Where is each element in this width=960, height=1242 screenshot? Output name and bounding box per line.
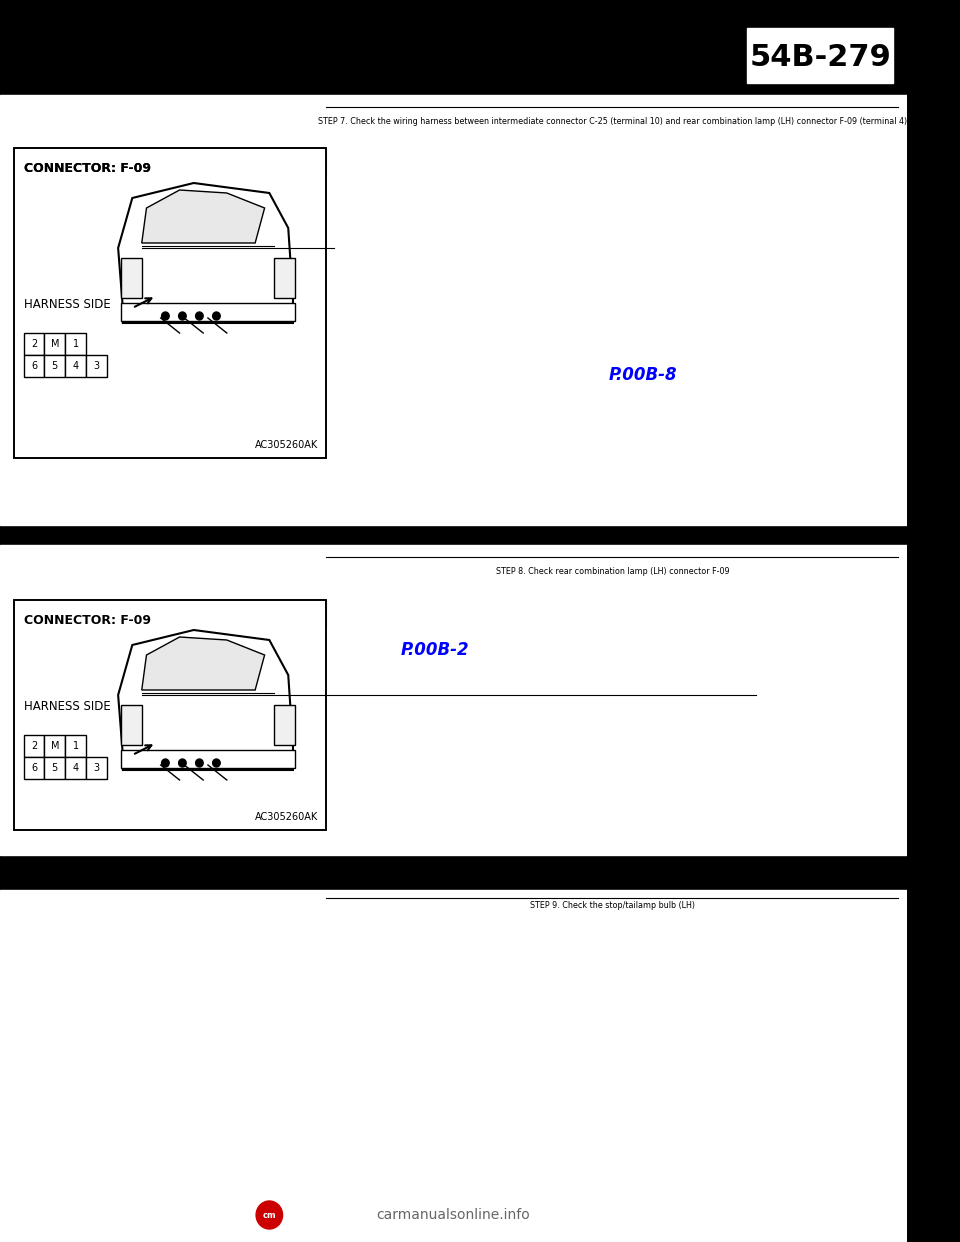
Text: HARNESS SIDE: HARNESS SIDE <box>24 700 110 713</box>
Bar <box>121 750 295 768</box>
Text: STEP 7. Check the wiring harness between intermediate connector C-25 (terminal 1: STEP 7. Check the wiring harness between… <box>318 117 907 125</box>
Bar <box>14 600 326 830</box>
Bar <box>65 333 86 355</box>
Bar <box>274 705 295 745</box>
Bar <box>0 1185 907 1242</box>
Text: CONNECTOR: F-09: CONNECTOR: F-09 <box>24 161 151 175</box>
Bar <box>14 148 326 174</box>
Bar <box>86 355 107 378</box>
Circle shape <box>212 759 220 768</box>
Circle shape <box>179 759 186 768</box>
Bar <box>65 758 86 779</box>
Bar <box>121 303 295 320</box>
Bar <box>24 758 44 779</box>
Circle shape <box>196 312 204 320</box>
Bar <box>44 333 65 355</box>
Bar <box>44 735 65 758</box>
Bar <box>0 912 907 1242</box>
Bar <box>65 735 86 758</box>
Text: 1: 1 <box>73 741 79 751</box>
Text: CONNECTOR: F-09: CONNECTOR: F-09 <box>24 614 151 627</box>
Text: 3: 3 <box>93 763 100 773</box>
Text: M: M <box>51 741 60 751</box>
Bar <box>24 355 44 378</box>
Text: 4: 4 <box>73 763 79 773</box>
Bar <box>44 355 65 378</box>
Bar <box>747 29 893 83</box>
Text: HARNESS SIDE: HARNESS SIDE <box>24 298 110 310</box>
Bar <box>0 585 907 854</box>
Bar <box>44 758 65 779</box>
Circle shape <box>161 312 169 320</box>
Bar <box>274 258 295 298</box>
Polygon shape <box>118 183 293 323</box>
Bar <box>65 355 86 378</box>
Text: 54B-279: 54B-279 <box>750 42 891 72</box>
Bar <box>14 148 326 458</box>
Bar <box>0 545 907 585</box>
Polygon shape <box>118 630 293 770</box>
Bar <box>24 735 44 758</box>
Text: AC305260AK: AC305260AK <box>255 812 319 822</box>
Text: 6: 6 <box>31 361 37 371</box>
Text: P.00B-2: P.00B-2 <box>400 641 469 660</box>
Circle shape <box>256 1201 282 1230</box>
Text: 2: 2 <box>31 741 37 751</box>
Bar <box>0 891 907 912</box>
Text: AC305260AK: AC305260AK <box>255 440 319 450</box>
Text: P.00B-8: P.00B-8 <box>609 366 677 384</box>
Text: 6: 6 <box>31 763 37 773</box>
Bar <box>121 705 142 745</box>
Text: STEP 8. Check rear combination lamp (LH) connector F-09: STEP 8. Check rear combination lamp (LH)… <box>495 566 730 575</box>
Circle shape <box>179 312 186 320</box>
Bar <box>121 258 142 298</box>
Bar <box>24 333 44 355</box>
Text: 5: 5 <box>52 763 58 773</box>
Text: carmanualsonline.info: carmanualsonline.info <box>376 1208 531 1222</box>
Bar <box>14 600 326 830</box>
Bar <box>14 148 326 458</box>
Bar <box>0 94 907 135</box>
Polygon shape <box>142 637 265 691</box>
Text: cm: cm <box>262 1211 276 1220</box>
Bar <box>86 758 107 779</box>
Bar <box>0 135 907 525</box>
Text: 2: 2 <box>31 339 37 349</box>
Text: 1: 1 <box>73 339 79 349</box>
Bar <box>14 600 326 626</box>
Text: STEP 9. Check the stop/tailamp bulb (LH): STEP 9. Check the stop/tailamp bulb (LH) <box>530 902 695 910</box>
Text: 5: 5 <box>52 361 58 371</box>
Text: 4: 4 <box>73 361 79 371</box>
Circle shape <box>212 312 220 320</box>
Text: 3: 3 <box>93 361 100 371</box>
Polygon shape <box>142 190 265 243</box>
Circle shape <box>161 759 169 768</box>
Text: CONNECTOR: F-09: CONNECTOR: F-09 <box>24 161 151 175</box>
Text: M: M <box>51 339 60 349</box>
Circle shape <box>196 759 204 768</box>
